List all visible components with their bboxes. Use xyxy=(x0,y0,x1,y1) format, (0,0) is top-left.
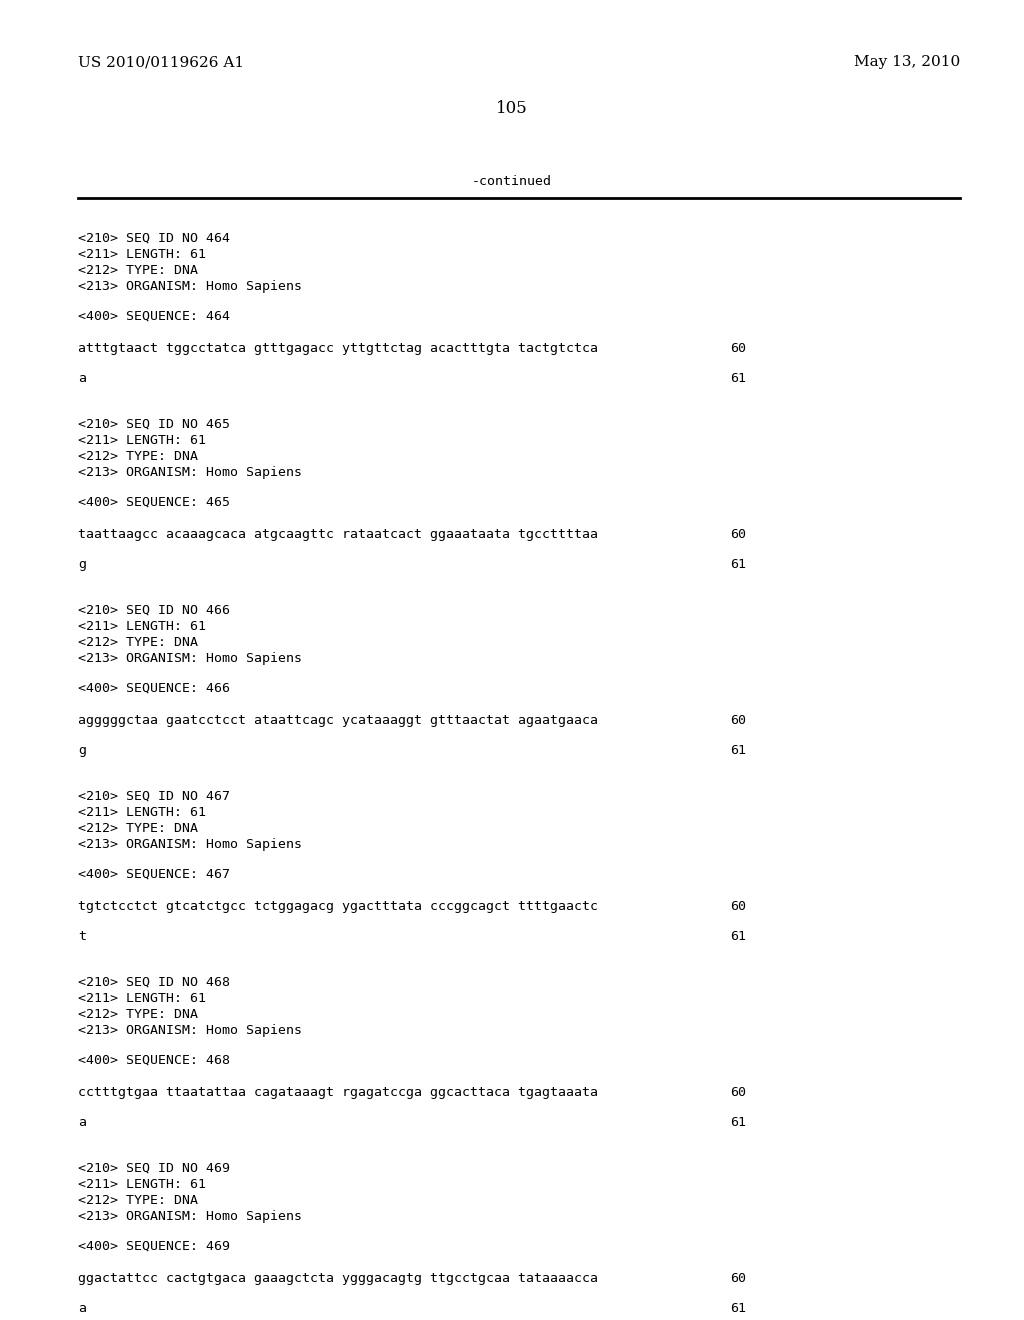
Text: <210> SEQ ID NO 464: <210> SEQ ID NO 464 xyxy=(78,232,230,246)
Text: atttgtaact tggcctatca gtttgagacc yttgttctag acactttgta tactgtctca: atttgtaact tggcctatca gtttgagacc yttgttc… xyxy=(78,342,598,355)
Text: <211> LENGTH: 61: <211> LENGTH: 61 xyxy=(78,620,206,634)
Text: <210> SEQ ID NO 465: <210> SEQ ID NO 465 xyxy=(78,418,230,432)
Text: <213> ORGANISM: Homo Sapiens: <213> ORGANISM: Homo Sapiens xyxy=(78,838,302,851)
Text: t: t xyxy=(78,931,86,942)
Text: <212> TYPE: DNA: <212> TYPE: DNA xyxy=(78,636,198,649)
Text: <213> ORGANISM: Homo Sapiens: <213> ORGANISM: Homo Sapiens xyxy=(78,280,302,293)
Text: <400> SEQUENCE: 466: <400> SEQUENCE: 466 xyxy=(78,682,230,696)
Text: a: a xyxy=(78,372,86,385)
Text: cctttgtgaa ttaatattaa cagataaagt rgagatccga ggcacttaca tgagtaaata: cctttgtgaa ttaatattaa cagataaagt rgagatc… xyxy=(78,1086,598,1100)
Text: 61: 61 xyxy=(730,558,746,572)
Text: 105: 105 xyxy=(496,100,528,117)
Text: <400> SEQUENCE: 464: <400> SEQUENCE: 464 xyxy=(78,310,230,323)
Text: <212> TYPE: DNA: <212> TYPE: DNA xyxy=(78,450,198,463)
Text: <210> SEQ ID NO 467: <210> SEQ ID NO 467 xyxy=(78,789,230,803)
Text: 60: 60 xyxy=(730,900,746,913)
Text: <212> TYPE: DNA: <212> TYPE: DNA xyxy=(78,1195,198,1206)
Text: tgtctcctct gtcatctgcc tctggagacg ygactttata cccggcagct ttttgaactc: tgtctcctct gtcatctgcc tctggagacg ygacttt… xyxy=(78,900,598,913)
Text: <400> SEQUENCE: 465: <400> SEQUENCE: 465 xyxy=(78,496,230,510)
Text: a: a xyxy=(78,1302,86,1315)
Text: -continued: -continued xyxy=(472,176,552,187)
Text: 61: 61 xyxy=(730,744,746,756)
Text: <211> LENGTH: 61: <211> LENGTH: 61 xyxy=(78,248,206,261)
Text: 60: 60 xyxy=(730,342,746,355)
Text: <400> SEQUENCE: 468: <400> SEQUENCE: 468 xyxy=(78,1053,230,1067)
Text: 60: 60 xyxy=(730,714,746,727)
Text: <211> LENGTH: 61: <211> LENGTH: 61 xyxy=(78,1177,206,1191)
Text: <211> LENGTH: 61: <211> LENGTH: 61 xyxy=(78,434,206,447)
Text: <211> LENGTH: 61: <211> LENGTH: 61 xyxy=(78,993,206,1005)
Text: <210> SEQ ID NO 466: <210> SEQ ID NO 466 xyxy=(78,605,230,616)
Text: <210> SEQ ID NO 469: <210> SEQ ID NO 469 xyxy=(78,1162,230,1175)
Text: US 2010/0119626 A1: US 2010/0119626 A1 xyxy=(78,55,244,69)
Text: <210> SEQ ID NO 468: <210> SEQ ID NO 468 xyxy=(78,975,230,989)
Text: ggactattcc cactgtgaca gaaagctcta ygggacagtg ttgcctgcaa tataaaacca: ggactattcc cactgtgaca gaaagctcta ygggaca… xyxy=(78,1272,598,1284)
Text: <213> ORGANISM: Homo Sapiens: <213> ORGANISM: Homo Sapiens xyxy=(78,1024,302,1038)
Text: taattaagcc acaaagcaca atgcaagttc rataatcact ggaaataata tgccttttaa: taattaagcc acaaagcaca atgcaagttc rataatc… xyxy=(78,528,598,541)
Text: <212> TYPE: DNA: <212> TYPE: DNA xyxy=(78,1008,198,1020)
Text: 61: 61 xyxy=(730,931,746,942)
Text: 60: 60 xyxy=(730,1272,746,1284)
Text: g: g xyxy=(78,558,86,572)
Text: <213> ORGANISM: Homo Sapiens: <213> ORGANISM: Homo Sapiens xyxy=(78,466,302,479)
Text: 61: 61 xyxy=(730,372,746,385)
Text: a: a xyxy=(78,1115,86,1129)
Text: <400> SEQUENCE: 469: <400> SEQUENCE: 469 xyxy=(78,1239,230,1253)
Text: 60: 60 xyxy=(730,528,746,541)
Text: <213> ORGANISM: Homo Sapiens: <213> ORGANISM: Homo Sapiens xyxy=(78,652,302,665)
Text: <213> ORGANISM: Homo Sapiens: <213> ORGANISM: Homo Sapiens xyxy=(78,1210,302,1224)
Text: <400> SEQUENCE: 467: <400> SEQUENCE: 467 xyxy=(78,869,230,880)
Text: May 13, 2010: May 13, 2010 xyxy=(854,55,961,69)
Text: 60: 60 xyxy=(730,1086,746,1100)
Text: <212> TYPE: DNA: <212> TYPE: DNA xyxy=(78,264,198,277)
Text: 61: 61 xyxy=(730,1115,746,1129)
Text: g: g xyxy=(78,744,86,756)
Text: 61: 61 xyxy=(730,1302,746,1315)
Text: <211> LENGTH: 61: <211> LENGTH: 61 xyxy=(78,807,206,818)
Text: <212> TYPE: DNA: <212> TYPE: DNA xyxy=(78,822,198,836)
Text: agggggctaa gaatcctcct ataattcagc ycataaaggt gtttaactat agaatgaaca: agggggctaa gaatcctcct ataattcagc ycataaa… xyxy=(78,714,598,727)
